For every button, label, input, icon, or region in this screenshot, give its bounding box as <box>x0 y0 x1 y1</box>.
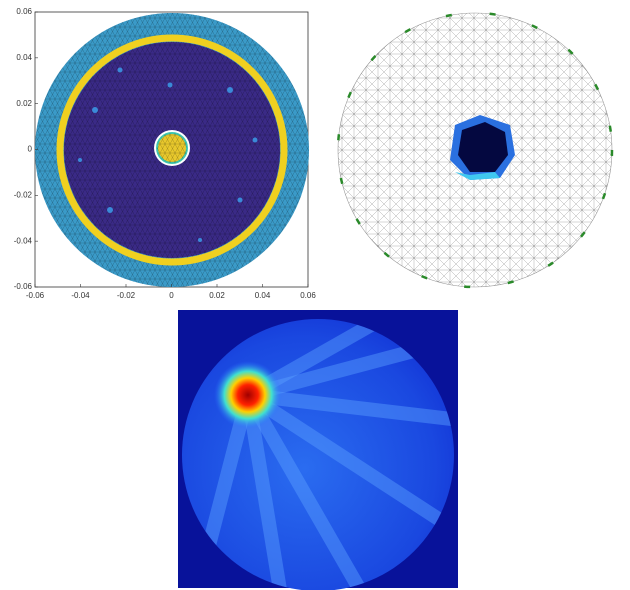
panel-hole <box>336 11 614 289</box>
hot-spot <box>214 361 282 429</box>
x-tick-label: -0.04 <box>71 291 90 300</box>
x-tick-label: 0 <box>169 291 174 300</box>
y-tick-label: 0 <box>28 145 33 154</box>
y-tick-label: 0.02 <box>16 99 32 108</box>
y-tick-label: -0.04 <box>14 236 33 245</box>
x-tick-label: 0.02 <box>209 291 225 300</box>
x-tick-label: -0.06 <box>26 291 45 300</box>
yellow-ring <box>56 34 288 266</box>
y-tick-label: 0.06 <box>16 7 32 16</box>
panel-heatmap <box>178 310 458 590</box>
x-tick-label: -0.02 <box>117 291 136 300</box>
hole-edge <box>455 172 500 180</box>
axis-ticks: -0.06 -0.04 -0.02 0 0.02 0.04 0.06 -0.06 -0.04 -0… <box>14 7 317 300</box>
panel-mesh: -0.06 -0.04 -0.02 0 0.02 0.04 0.06 -0.06 -0.04 -0… <box>14 7 317 300</box>
center-mesh <box>157 133 187 163</box>
hole <box>458 122 508 172</box>
spots <box>78 67 258 242</box>
y-tick-label: -0.06 <box>14 282 33 291</box>
x-tick-label: 0.04 <box>255 291 271 300</box>
y-tick-label: 0.04 <box>16 53 32 62</box>
y-tick-label: -0.02 <box>14 190 33 199</box>
x-tick-label: 0.06 <box>300 291 316 300</box>
boundary-marks <box>336 11 614 289</box>
